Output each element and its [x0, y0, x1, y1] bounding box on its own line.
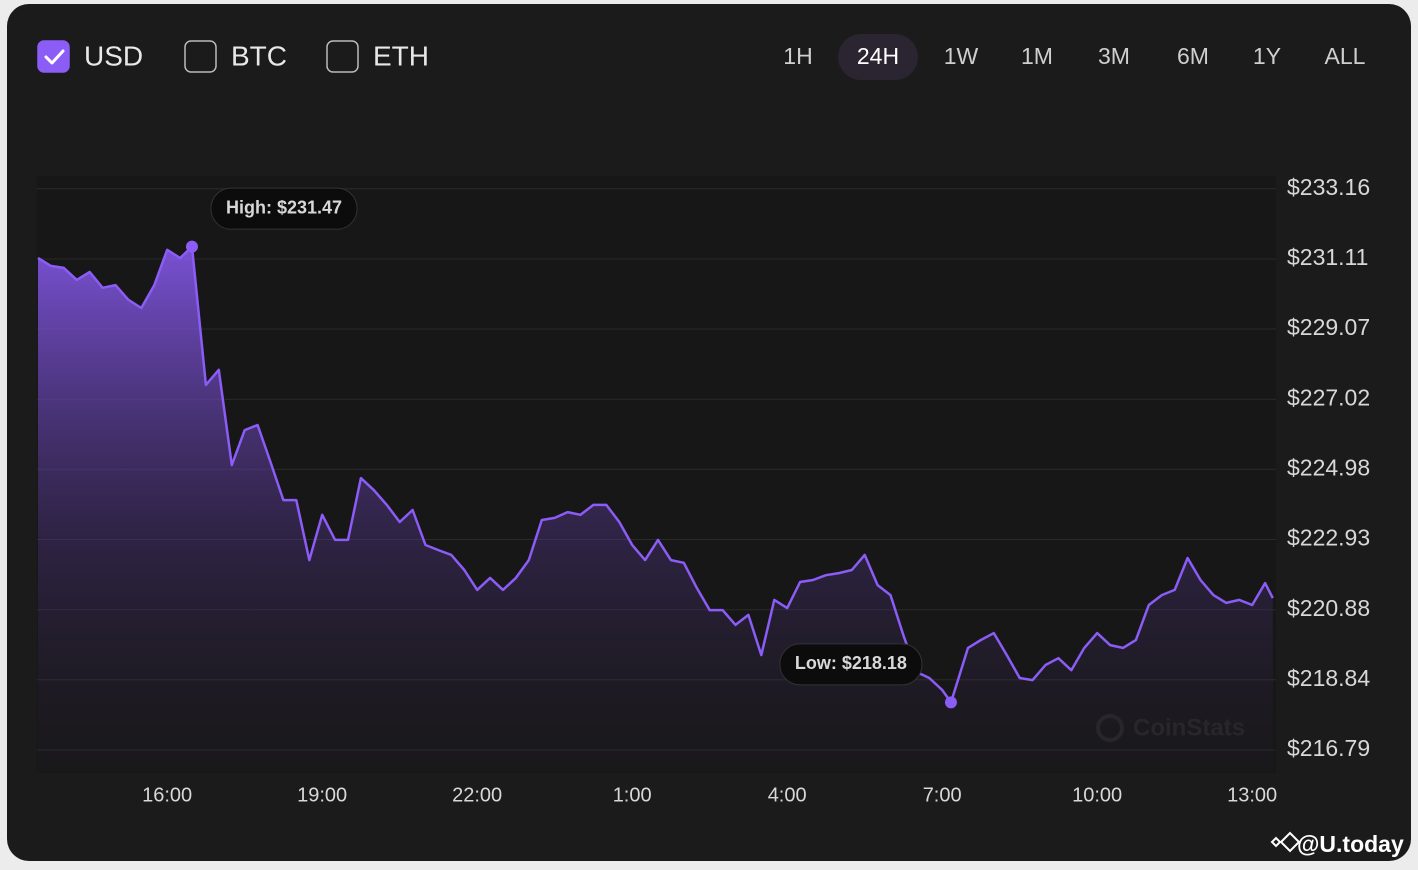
x-tick-label: 4:00	[768, 784, 807, 806]
range-button[interactable]: 1Y	[1253, 43, 1281, 69]
footer-brand: @U.today	[1297, 831, 1404, 857]
y-tick-label: $218.84	[1287, 665, 1370, 691]
x-tick-label: 10:00	[1072, 784, 1122, 806]
annotation-box	[210, 187, 358, 230]
x-tick-label: 19:00	[297, 784, 347, 806]
extreme-dot	[944, 696, 957, 709]
y-tick-label: $220.88	[1287, 595, 1370, 621]
y-tick-label: $233.16	[1287, 174, 1370, 200]
y-tick-label: $224.98	[1287, 454, 1370, 480]
range-button[interactable]: 1W	[944, 43, 979, 69]
range-button[interactable]: 24H	[838, 34, 918, 80]
x-tick-label: 16:00	[142, 784, 192, 806]
range-button[interactable]: 3M	[1098, 43, 1130, 69]
y-tick-label: $216.79	[1287, 735, 1370, 761]
range-label: 1H	[783, 43, 812, 69]
checkbox[interactable]	[326, 40, 359, 73]
range-label: 6M	[1177, 43, 1209, 69]
extreme-dot	[185, 240, 198, 253]
checkbox[interactable]	[37, 40, 70, 73]
range-label: 3M	[1098, 43, 1130, 69]
annotation-box	[779, 643, 923, 686]
annotation: High: $231.47	[210, 187, 358, 230]
price-line	[37, 245, 1274, 704]
y-tick-label: $227.02	[1287, 384, 1370, 410]
checkmark	[44, 49, 65, 65]
range-label: 1W	[944, 43, 979, 69]
range-label: 24H	[857, 43, 899, 69]
currency-toggle[interactable]: BTC	[184, 40, 287, 73]
footer-icon	[1270, 831, 1301, 853]
currency-label: BTC	[231, 40, 287, 71]
range-label: 1M	[1021, 43, 1053, 69]
currency-label: USD	[84, 40, 143, 71]
range-button[interactable]: 6M	[1177, 43, 1209, 69]
area-fill	[38, 246, 1273, 772]
x-tick-label: 1:00	[613, 784, 652, 806]
currency-label: ETH	[373, 40, 429, 71]
annotation: Low: $218.18	[779, 643, 923, 686]
currency-toggle[interactable]: ETH	[326, 40, 429, 73]
annotation-label: Low: $218.18	[795, 653, 907, 673]
x-tick-label: 7:00	[923, 784, 962, 806]
x-tick-label: 13:00	[1227, 784, 1277, 806]
range-label: ALL	[1325, 43, 1366, 69]
checkbox[interactable]	[184, 40, 217, 73]
range-label: 1Y	[1253, 43, 1281, 69]
range-active-bg	[838, 34, 918, 80]
x-tick-label: 22:00	[452, 784, 502, 806]
y-tick-label: $222.93	[1287, 525, 1370, 551]
range-button[interactable]: 1H	[783, 43, 812, 69]
y-tick-label: $229.07	[1287, 314, 1370, 340]
range-button[interactable]: ALL	[1325, 43, 1366, 69]
annotation-label: High: $231.47	[226, 197, 342, 217]
y-tick-label: $231.11	[1287, 244, 1368, 270]
range-button[interactable]: 1M	[1021, 43, 1053, 69]
currency-toggle[interactable]: USD	[37, 40, 143, 73]
